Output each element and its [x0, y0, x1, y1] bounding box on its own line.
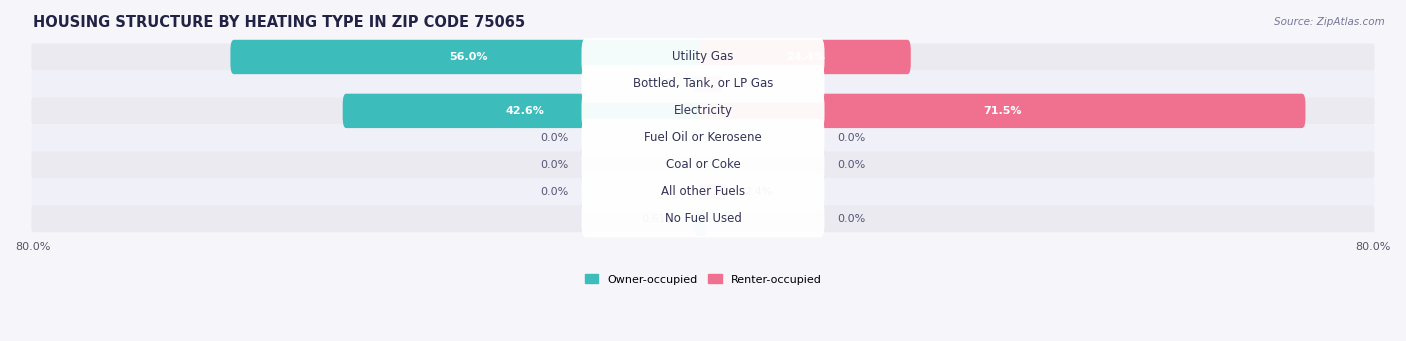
- Text: 0.0%: 0.0%: [837, 133, 865, 143]
- Text: 1.8%: 1.8%: [740, 79, 768, 89]
- FancyBboxPatch shape: [700, 67, 721, 101]
- FancyBboxPatch shape: [700, 94, 1305, 128]
- Text: 0.0%: 0.0%: [837, 160, 865, 170]
- Text: 2.4%: 2.4%: [744, 187, 772, 197]
- Text: 71.5%: 71.5%: [983, 106, 1022, 116]
- FancyBboxPatch shape: [582, 119, 824, 157]
- FancyBboxPatch shape: [31, 44, 1375, 71]
- Text: 56.0%: 56.0%: [449, 52, 488, 62]
- FancyBboxPatch shape: [31, 124, 1375, 151]
- FancyBboxPatch shape: [31, 205, 1375, 232]
- Text: 0.0%: 0.0%: [837, 214, 865, 224]
- Text: 0.78%: 0.78%: [640, 79, 675, 89]
- FancyBboxPatch shape: [31, 98, 1375, 124]
- FancyBboxPatch shape: [231, 40, 706, 74]
- Text: Source: ZipAtlas.com: Source: ZipAtlas.com: [1274, 17, 1385, 27]
- FancyBboxPatch shape: [693, 67, 706, 101]
- Text: No Fuel Used: No Fuel Used: [665, 212, 741, 225]
- FancyBboxPatch shape: [582, 38, 824, 76]
- FancyBboxPatch shape: [582, 146, 824, 184]
- Legend: Owner-occupied, Renter-occupied: Owner-occupied, Renter-occupied: [581, 271, 825, 288]
- Text: Coal or Coke: Coal or Coke: [665, 158, 741, 171]
- FancyBboxPatch shape: [343, 94, 706, 128]
- Text: 24.4%: 24.4%: [786, 52, 825, 62]
- Text: All other Fuels: All other Fuels: [661, 185, 745, 198]
- Text: Fuel Oil or Kerosene: Fuel Oil or Kerosene: [644, 131, 762, 144]
- FancyBboxPatch shape: [582, 65, 824, 103]
- Text: 0.61%: 0.61%: [641, 214, 676, 224]
- Text: HOUSING STRUCTURE BY HEATING TYPE IN ZIP CODE 75065: HOUSING STRUCTURE BY HEATING TYPE IN ZIP…: [32, 15, 524, 30]
- FancyBboxPatch shape: [700, 40, 911, 74]
- FancyBboxPatch shape: [31, 71, 1375, 98]
- FancyBboxPatch shape: [582, 200, 824, 238]
- FancyBboxPatch shape: [695, 202, 706, 236]
- FancyBboxPatch shape: [582, 173, 824, 211]
- Text: 42.6%: 42.6%: [505, 106, 544, 116]
- Text: 0.0%: 0.0%: [541, 133, 569, 143]
- FancyBboxPatch shape: [31, 151, 1375, 178]
- Text: 0.0%: 0.0%: [541, 160, 569, 170]
- Text: Utility Gas: Utility Gas: [672, 50, 734, 63]
- Text: Electricity: Electricity: [673, 104, 733, 117]
- Text: 0.0%: 0.0%: [541, 187, 569, 197]
- FancyBboxPatch shape: [582, 92, 824, 130]
- Text: Bottled, Tank, or LP Gas: Bottled, Tank, or LP Gas: [633, 77, 773, 90]
- FancyBboxPatch shape: [31, 178, 1375, 205]
- FancyBboxPatch shape: [700, 175, 727, 209]
